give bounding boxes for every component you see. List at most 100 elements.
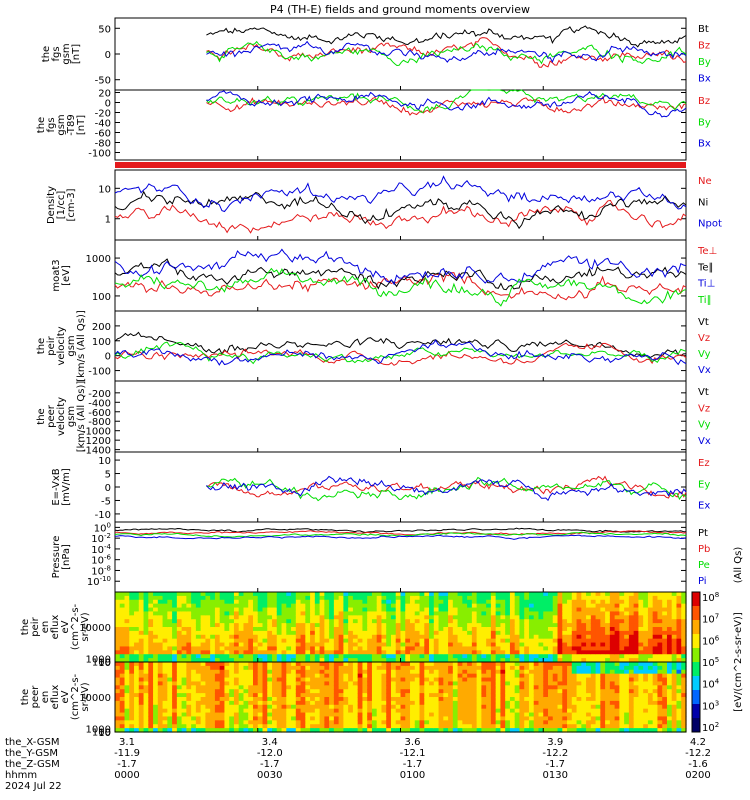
heatmap-cell: [210, 658, 216, 663]
heatmap-cell: [495, 642, 502, 648]
heatmap-cell: [205, 685, 211, 690]
heatmap-cell: [291, 673, 297, 679]
heatmap-cell: [652, 697, 659, 702]
heatmap-cell: [352, 681, 359, 686]
heatmap-cell: [148, 720, 154, 725]
heatmap-cell: [248, 638, 254, 644]
heatmap-cell: [676, 619, 682, 624]
heatmap-cell: [115, 716, 121, 721]
heatmap-cell: [324, 654, 330, 659]
heatmap-cell: [528, 712, 535, 718]
heatmap-cell: [524, 712, 530, 718]
heatmap-cell: [500, 619, 506, 624]
heatmap-cell: [676, 693, 682, 698]
heatmap-cell: [681, 627, 687, 632]
heatmap-cell: [157, 619, 164, 624]
heatmap-cell: [562, 708, 568, 714]
heatmap-cell: [167, 607, 173, 613]
ylabel-line: sr-eV): [80, 682, 91, 711]
heatmap-cell: [119, 708, 126, 714]
heatmap-cell: [176, 685, 183, 690]
heatmap-cell: [514, 662, 521, 667]
heatmap-cell: [557, 716, 563, 721]
heatmap-cell: [605, 650, 611, 655]
heatmap-cell: [367, 619, 373, 624]
heatmap-cell: [362, 650, 368, 655]
heatmap-cell: [586, 638, 592, 644]
heatmap-cell: [448, 615, 454, 620]
heatmap-cell: [652, 630, 659, 636]
heatmap-cell: [671, 669, 678, 675]
heatmap-cell: [605, 708, 611, 714]
heatmap-cell: [657, 611, 663, 616]
heatmap-cell: [614, 654, 620, 659]
heatmap-cell: [248, 662, 254, 667]
heatmap-cell: [414, 728, 421, 733]
heatmap-cell: [205, 712, 211, 718]
heatmap-cell: [367, 689, 373, 694]
heatmap-cell: [571, 669, 578, 675]
heatmap-cell: [514, 638, 521, 644]
heatmap-cell: [633, 720, 640, 725]
heatmap-cell: [381, 712, 387, 718]
heatmap-cell: [138, 665, 145, 671]
heatmap-cell: [410, 630, 416, 636]
heatmap-cell: [305, 724, 311, 729]
heatmap-cell: [509, 681, 516, 686]
heatmap-cell: [243, 697, 249, 702]
heatmap-cell: [495, 712, 502, 718]
heatmap-cell: [124, 638, 130, 644]
heatmap-cell: [191, 708, 197, 714]
heatmap-cell: [471, 708, 478, 714]
heatmap-cell: [134, 642, 140, 648]
heatmap-cell: [119, 650, 126, 655]
heatmap-cell: [467, 724, 473, 729]
heatmap-cell: [671, 595, 678, 601]
heatmap-cell: [186, 681, 192, 686]
heatmap-cell: [548, 716, 554, 721]
heatmap-cell: [405, 685, 411, 690]
heatmap-cell: [438, 662, 444, 667]
heatmap-cell: [576, 642, 582, 648]
heatmap-cell: [600, 646, 606, 651]
heatmap-cell: [186, 693, 192, 698]
heatmap-cell: [424, 704, 430, 710]
heatmap-cell: [157, 677, 164, 683]
heatmap-cell: [314, 662, 321, 667]
heatmap-cell: [509, 630, 516, 636]
heatmap-cell: [172, 634, 178, 640]
heatmap-cell: [233, 654, 240, 659]
heatmap-cell: [605, 720, 611, 725]
heatmap-cell: [286, 642, 292, 648]
heatmap-cell: [628, 669, 635, 675]
heatmap-cell: [528, 650, 535, 655]
heatmap-cell: [333, 599, 340, 605]
heatmap-cell: [371, 642, 378, 648]
heatmap-cell: [138, 599, 145, 605]
heatmap-cell: [600, 611, 606, 616]
heatmap-cell: [457, 700, 463, 706]
heatmap-cell: [319, 662, 325, 667]
heatmap-cell: [443, 716, 449, 721]
heatmap-cell: [628, 673, 635, 679]
heatmap-cell: [314, 673, 321, 679]
heatmap-cell: [467, 638, 473, 644]
heatmap-cell: [424, 689, 430, 694]
heatmap-cell: [348, 689, 354, 694]
heatmap-cell: [129, 704, 135, 710]
heatmap-cell: [471, 720, 478, 725]
heatmap-cell: [314, 615, 321, 620]
heatmap-cell: [205, 693, 211, 698]
heatmap-cell: [134, 724, 140, 729]
heatmap-cell: [390, 720, 397, 725]
heatmap-cell: [305, 592, 311, 597]
heatmap-cell: [157, 681, 164, 686]
heatmap-cell: [395, 685, 402, 690]
heatmap-cell: [172, 689, 178, 694]
heatmap-cell: [143, 724, 149, 729]
heatmap-cell: [324, 693, 330, 698]
heatmap-cell: [376, 650, 383, 655]
heatmap-cell: [348, 720, 354, 725]
heatmap-cell: [438, 720, 444, 725]
heatmap-cell: [352, 720, 359, 725]
